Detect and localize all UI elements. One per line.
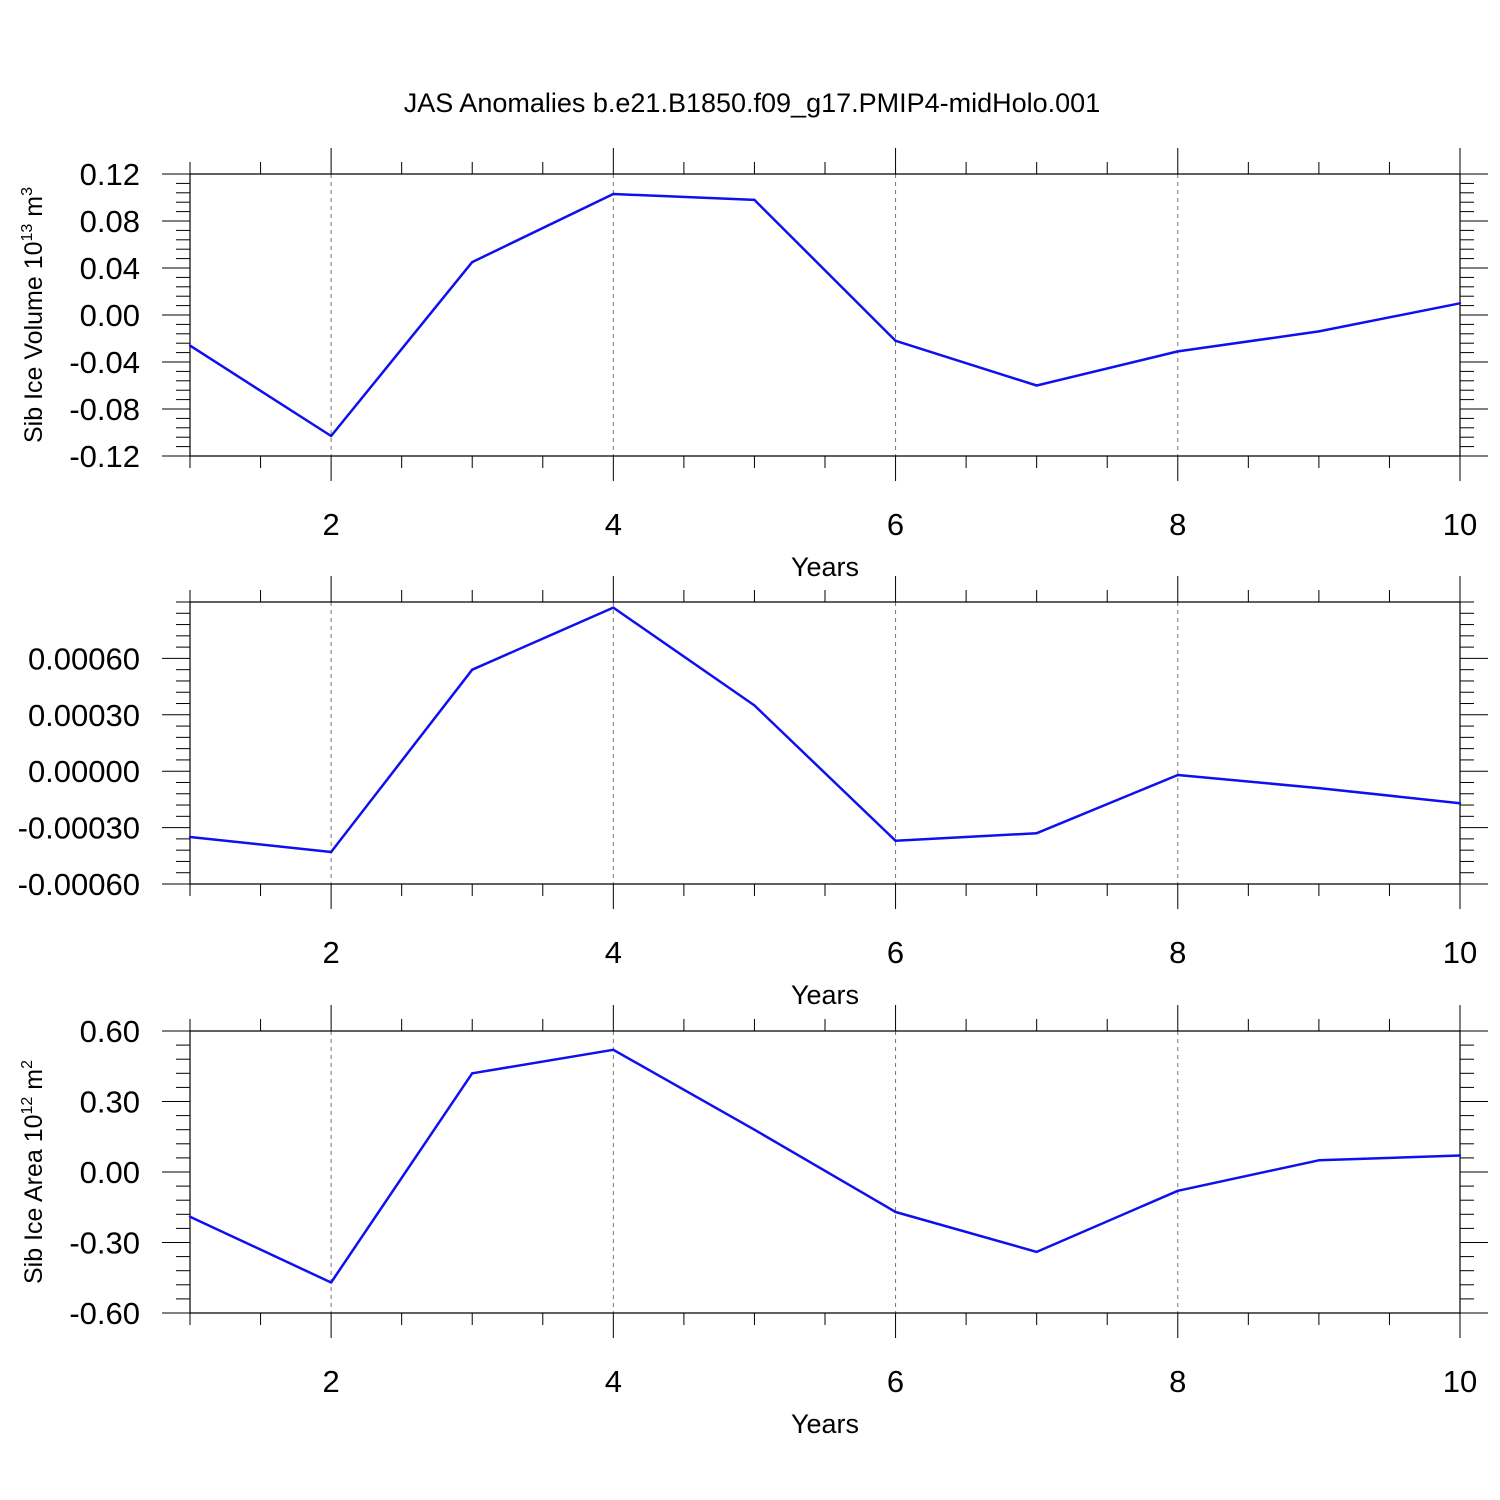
x-axis-title: Years bbox=[791, 980, 859, 1010]
data-point bbox=[894, 339, 897, 343]
x-tick-label: 10 bbox=[1443, 935, 1477, 970]
data-point bbox=[329, 850, 333, 854]
y-tick-label: -0.30 bbox=[69, 1226, 140, 1261]
y-tick-label: 0.60 bbox=[80, 1014, 140, 1049]
data-point bbox=[1176, 1189, 1179, 1193]
data-point bbox=[329, 434, 333, 438]
data-point bbox=[1317, 786, 1321, 790]
y-axis-title-superscript: 3 bbox=[19, 187, 36, 196]
data-point bbox=[1458, 302, 1462, 305]
y-axis-title: Sib Ice Volume 1013 m3 bbox=[19, 187, 48, 443]
y-axis-title-part: Sib Ice Volume 10 bbox=[20, 241, 48, 443]
x-tick-label: 6 bbox=[887, 507, 904, 542]
y-tick-label: 0.12 bbox=[80, 157, 140, 192]
y-tick-label: -0.12 bbox=[69, 439, 140, 474]
series-line bbox=[189, 606, 1461, 854]
data-point bbox=[894, 839, 897, 842]
data-point bbox=[1176, 350, 1179, 353]
x-tick-label: 8 bbox=[1169, 1364, 1186, 1399]
data-point bbox=[1176, 773, 1179, 777]
y-tick-label: 0.04 bbox=[80, 251, 140, 286]
data-point bbox=[188, 344, 192, 347]
panels-layer: -0.12 -0.08 -0.04 0.00 0.04 0.08 0.12 2 4 6 8 10 Yea… bbox=[18, 148, 1488, 1439]
data-point bbox=[471, 668, 474, 671]
data-point bbox=[1317, 1159, 1321, 1162]
x-tick-label: 4 bbox=[605, 1364, 622, 1399]
data-point bbox=[188, 835, 192, 839]
data-point bbox=[1458, 801, 1462, 805]
panel-thickness: -0.00060 -0.00030 0.00000 0.00030 0.00060 2 4 6… bbox=[18, 576, 1488, 1010]
y-axis-title-superscript: 12 bbox=[19, 1097, 36, 1115]
y-tick-label: 0.00 bbox=[80, 1155, 140, 1190]
x-axis-title: Years bbox=[791, 552, 859, 582]
data-point bbox=[753, 198, 756, 202]
y-tick-label: 0.08 bbox=[80, 204, 140, 239]
y-tick-label: -0.04 bbox=[69, 345, 140, 380]
x-tick-label: 4 bbox=[605, 935, 622, 970]
y-tick-label: 0.00060 bbox=[28, 641, 140, 676]
data-point bbox=[612, 1048, 615, 1052]
y-tick-label: -0.00060 bbox=[18, 867, 140, 902]
x-tick-label: 10 bbox=[1443, 1364, 1477, 1399]
y-axis-title-superscript: 2 bbox=[19, 1060, 36, 1069]
y-tick-label: 0.00030 bbox=[28, 698, 140, 733]
data-point bbox=[612, 606, 615, 609]
data-point bbox=[1035, 832, 1038, 835]
x-tick-label: 2 bbox=[322, 1364, 339, 1399]
data-point bbox=[471, 1072, 474, 1075]
y-tick-label: -0.60 bbox=[69, 1296, 140, 1331]
y-axis-title-superscript: 13 bbox=[19, 224, 36, 242]
x-axis-title: Years bbox=[791, 1409, 859, 1439]
y-axis-title-part: m bbox=[20, 1069, 48, 1097]
x-tick-label: 6 bbox=[887, 1364, 904, 1399]
data-point bbox=[1035, 1250, 1038, 1254]
x-tick-label: 2 bbox=[322, 507, 339, 542]
chart-title: JAS Anomalies b.e21.B1850.f09_g17.PMIP4-… bbox=[404, 88, 1100, 118]
data-point bbox=[1458, 1154, 1462, 1157]
series-line bbox=[189, 1048, 1461, 1284]
data-point bbox=[894, 1210, 897, 1214]
data-point bbox=[612, 192, 615, 196]
y-axis-title-part: m bbox=[20, 196, 48, 224]
y-axis-title-part: Sib Ice Area 10 bbox=[20, 1114, 48, 1284]
x-tick-label: 8 bbox=[1169, 507, 1186, 542]
data-point bbox=[188, 1215, 192, 1218]
series-line bbox=[189, 192, 1461, 438]
y-tick-label: 0.00000 bbox=[28, 754, 140, 789]
x-tick-label: 2 bbox=[322, 935, 339, 970]
x-tick-label: 10 bbox=[1443, 507, 1477, 542]
y-tick-label: -0.00030 bbox=[18, 811, 140, 846]
data-point bbox=[753, 1128, 756, 1131]
y-tick-label: 0.30 bbox=[80, 1085, 140, 1120]
data-point bbox=[1317, 330, 1321, 333]
data-point bbox=[329, 1281, 333, 1284]
panel-volume: -0.12 -0.08 -0.04 0.00 0.04 0.08 0.12 2 4 6 8 10 Yea… bbox=[19, 148, 1488, 582]
x-tick-label: 8 bbox=[1169, 935, 1186, 970]
y-tick-label: 0.00 bbox=[80, 298, 140, 333]
x-tick-label: 4 bbox=[605, 507, 622, 542]
y-tick-label: -0.08 bbox=[69, 392, 140, 427]
data-point bbox=[753, 704, 756, 707]
data-point bbox=[1035, 384, 1038, 387]
data-point bbox=[471, 260, 474, 264]
x-tick-label: 6 bbox=[887, 935, 904, 970]
panel-area: -0.60 -0.30 0.00 0.30 0.60 2 4 6 8 10 Years Sib Ice… bbox=[19, 1005, 1488, 1439]
y-axis-title: Sib Ice Area 1012 m2 bbox=[19, 1060, 48, 1284]
